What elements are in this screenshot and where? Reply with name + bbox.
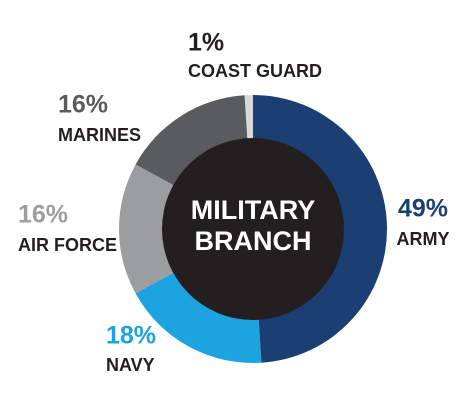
donut-segment — [253, 95, 387, 363]
value-label: 49% — [398, 195, 448, 223]
value-label: 16% — [18, 201, 68, 229]
donut-segment — [135, 95, 248, 186]
value-label: 18% — [106, 322, 156, 350]
value-label: 16% — [58, 91, 108, 119]
category-label: COAST GUARD — [188, 61, 322, 81]
center-disc — [162, 138, 344, 320]
center-label: BRANCH — [195, 226, 312, 256]
category-label: ARMY — [397, 229, 450, 249]
category-label: AIR FORCE — [18, 235, 117, 255]
value-label: 1% — [188, 29, 224, 57]
category-label: MARINES — [58, 125, 141, 145]
donut-segment — [244, 95, 253, 140]
donut-segment — [135, 272, 262, 364]
donut-segment — [118, 164, 175, 294]
category-label: NAVY — [106, 355, 155, 375]
center-label: MILITARY — [191, 195, 315, 225]
